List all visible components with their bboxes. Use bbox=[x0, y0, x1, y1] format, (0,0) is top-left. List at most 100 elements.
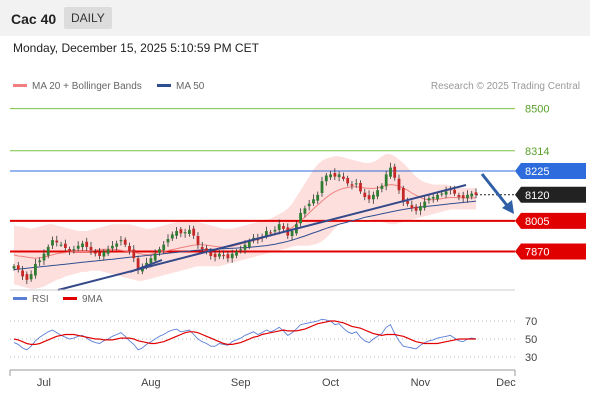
candle-body bbox=[59, 244, 63, 246]
candle-body bbox=[290, 231, 294, 236]
candle-body bbox=[414, 206, 418, 211]
top-bar: Cac 40 DAILY bbox=[0, 0, 590, 36]
legend-ma20: MA 20 + Bollinger Bands bbox=[13, 81, 142, 92]
candle-body bbox=[269, 232, 273, 234]
candle-body bbox=[16, 265, 20, 270]
candle-body bbox=[354, 183, 358, 185]
candle-body bbox=[350, 184, 354, 186]
candle-body bbox=[21, 270, 24, 277]
candle-body bbox=[38, 260, 42, 263]
candle-body bbox=[179, 229, 183, 234]
candle-body bbox=[324, 175, 328, 182]
candle-body bbox=[76, 245, 80, 249]
candle-body bbox=[423, 201, 427, 208]
candle-body bbox=[102, 251, 106, 257]
x-tick-sep: Sep bbox=[231, 377, 251, 389]
candle-body bbox=[145, 262, 148, 266]
candle-body bbox=[12, 266, 16, 269]
candle-body bbox=[461, 195, 465, 199]
candle-body bbox=[303, 208, 307, 214]
candle-body bbox=[85, 241, 89, 247]
candle-body bbox=[299, 212, 302, 224]
candle-body bbox=[474, 192, 478, 195]
candle-body bbox=[226, 254, 230, 259]
candle-body bbox=[192, 228, 196, 236]
candle-body bbox=[342, 176, 345, 179]
candle-body bbox=[393, 166, 397, 178]
candle-body bbox=[243, 244, 247, 250]
candle-body bbox=[34, 263, 37, 276]
candle-body bbox=[123, 239, 127, 245]
candle-body bbox=[183, 232, 187, 234]
legend-ma20-label: MA 20 + Bollinger Bands bbox=[32, 81, 142, 92]
candle-body bbox=[81, 243, 84, 248]
candle-body bbox=[372, 194, 375, 200]
candle-body bbox=[401, 188, 405, 202]
legend-rsi-label: RSI bbox=[32, 294, 49, 305]
candle-body bbox=[436, 194, 439, 200]
level-tag-7870 bbox=[515, 243, 586, 260]
support-trend-line bbox=[57, 184, 467, 291]
rsi-tick-30: 30 bbox=[525, 352, 537, 364]
candle-body bbox=[218, 253, 221, 257]
candle-body bbox=[170, 234, 174, 239]
candle-body bbox=[141, 267, 144, 272]
candle-body bbox=[470, 193, 474, 197]
candle-body bbox=[42, 253, 46, 261]
candle-body bbox=[115, 243, 119, 247]
rsi-tick-70: 70 bbox=[525, 316, 537, 328]
candle-body bbox=[153, 253, 157, 261]
credit-text: Research © 2025 Trading Central bbox=[430, 81, 580, 92]
x-tick-aug: Aug bbox=[141, 377, 161, 389]
level-label-8500: 8500 bbox=[525, 104, 549, 116]
candle-body bbox=[68, 249, 71, 252]
candle-body bbox=[222, 255, 225, 257]
candle-body bbox=[89, 246, 93, 251]
candle-body bbox=[431, 197, 435, 199]
candle-body bbox=[307, 203, 311, 207]
candle-body bbox=[444, 191, 448, 195]
candle-body bbox=[64, 243, 67, 248]
legend-9ma: 9MA bbox=[63, 294, 103, 305]
candle-body bbox=[132, 249, 136, 259]
candle-body bbox=[51, 240, 54, 246]
candle-body bbox=[119, 240, 123, 242]
candle-body bbox=[72, 249, 76, 251]
period-selector[interactable]: DAILY bbox=[64, 7, 112, 29]
level-label-8314: 8314 bbox=[525, 146, 549, 158]
candle-body bbox=[196, 236, 200, 245]
candle-body bbox=[98, 252, 101, 256]
candle-body bbox=[230, 253, 234, 259]
candle-body bbox=[410, 205, 414, 209]
candle-body bbox=[453, 189, 456, 194]
candle-body bbox=[166, 239, 170, 243]
candle-body bbox=[367, 195, 371, 200]
candle-body bbox=[277, 224, 281, 230]
candle-body bbox=[320, 181, 324, 193]
level-tag-8005 bbox=[515, 212, 586, 229]
candle-body bbox=[384, 174, 388, 187]
ticker-title: Cac 40 bbox=[11, 11, 57, 27]
candle-body bbox=[427, 198, 431, 201]
legend-rsi-swatch bbox=[13, 296, 27, 300]
level-label-8120: 8120 bbox=[525, 190, 549, 202]
legend-ma50-label: MA 50 bbox=[176, 81, 205, 92]
candle-body bbox=[457, 195, 461, 197]
x-tick-oct: Oct bbox=[322, 377, 339, 389]
x-tick-nov: Nov bbox=[411, 377, 431, 389]
candle-body bbox=[106, 249, 110, 254]
level-label-8005: 8005 bbox=[525, 216, 549, 228]
legend-ma20-swatch bbox=[13, 83, 27, 87]
legend-9ma-label: 9MA bbox=[82, 294, 103, 305]
candle-body bbox=[247, 241, 251, 247]
forecast-arrow-shaft bbox=[480, 173, 511, 209]
x-tick-dec: Dec bbox=[496, 377, 516, 389]
candle-body bbox=[93, 252, 97, 254]
candle-body bbox=[188, 229, 191, 234]
candle-body bbox=[406, 201, 409, 204]
rsi-9ma-line bbox=[13, 320, 476, 345]
candle-body bbox=[359, 183, 362, 192]
forecast-arrow-head bbox=[502, 200, 514, 214]
legend-rsi: RSI bbox=[13, 294, 49, 305]
